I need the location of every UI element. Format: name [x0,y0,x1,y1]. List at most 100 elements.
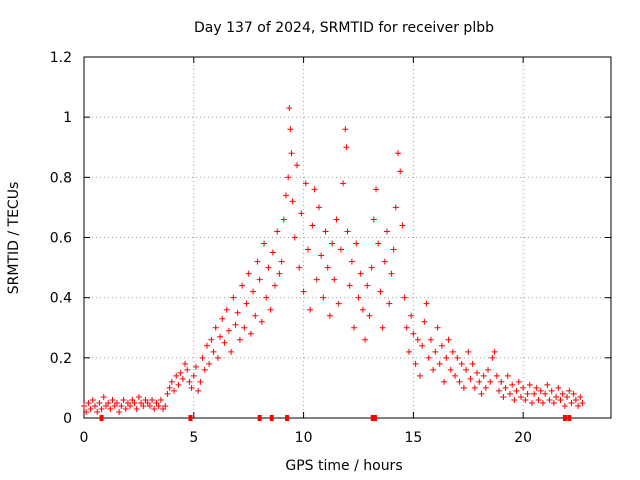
data-point [302,180,309,187]
data-point [487,378,494,385]
data-point [355,294,362,301]
data-point [447,366,454,373]
data-point [577,393,584,400]
data-point [135,393,142,400]
data-point [140,402,147,409]
data-point [515,378,522,385]
data-point [94,408,101,415]
data-point [276,270,283,277]
data-point [524,390,531,397]
data-point [575,402,582,409]
data-point [346,282,353,289]
data-point [120,396,127,403]
data-point [572,396,579,403]
data-point [343,144,350,151]
data-point [408,312,415,319]
data-point [113,399,120,406]
data-point [171,387,178,394]
y-tick-label: 0.2 [50,351,72,367]
data-point [131,399,138,406]
data-point [478,390,485,397]
data-point [412,360,419,367]
data-point [489,354,496,361]
data-point [236,336,243,343]
x-tick-labels: 0 5 10 15 20 [80,430,533,446]
data-point [241,324,248,331]
data-point [482,384,489,391]
y-tick-labels: 0 0.2 0.4 0.6 0.8 1 1.2 [50,50,72,427]
data-point [476,378,483,385]
data-point [504,372,511,379]
data-point [206,360,213,367]
tick-marks [83,56,611,419]
data-point [283,192,290,199]
data-point [342,126,349,133]
data-point [537,387,544,394]
data-point [89,396,96,403]
data-point [100,393,107,400]
data-point [124,399,131,406]
data-point [335,300,342,307]
data-point [427,336,434,343]
data-point [195,387,202,394]
data-point [129,396,136,403]
data-point [463,366,470,373]
data-point [370,216,377,223]
zero-data-point [285,415,290,421]
data-point [81,402,87,409]
grid [84,57,611,418]
data-point [285,174,292,181]
data-point [234,309,241,316]
data-point [373,186,380,193]
data-point [164,390,171,397]
data-point [542,390,549,397]
data-point [485,366,492,373]
data-point [225,327,232,334]
data-point [278,258,285,265]
data-point [550,399,557,406]
data-point [144,399,151,406]
data-point [96,399,103,406]
data-point [118,402,125,409]
data-point [517,393,524,400]
data-point [430,366,437,373]
y-tick-label: 1.2 [50,50,72,66]
data-point [401,294,408,301]
data-point [288,150,295,157]
data-points [81,105,586,421]
zero-data-point [567,415,572,421]
data-point [199,354,206,361]
data-point [239,282,246,289]
data-point [456,378,463,385]
data-point [254,258,261,265]
data-point [405,348,412,355]
data-point [535,396,542,403]
data-point [307,306,314,313]
data-point [493,372,500,379]
data-point [186,378,193,385]
data-point [98,405,105,412]
data-point [414,336,421,343]
data-point [122,405,129,412]
data-point [250,288,257,295]
y-tick-label: 0.6 [50,231,72,247]
data-point [559,390,566,397]
x-tick-label: 10 [295,430,313,446]
data-point [467,375,474,382]
data-point [320,294,327,301]
data-point [168,378,175,385]
data-point [436,360,443,367]
zero-data-point [372,415,377,421]
data-point [182,360,189,367]
x-tick-label: 5 [189,430,198,446]
data-point [153,399,160,406]
data-point [539,399,546,406]
data-point [324,264,331,271]
data-point [333,216,340,223]
data-point [544,381,551,388]
data-point [460,384,467,391]
data-point [557,396,564,403]
data-point [261,240,268,247]
data-point [280,216,287,223]
data-point [286,105,293,112]
